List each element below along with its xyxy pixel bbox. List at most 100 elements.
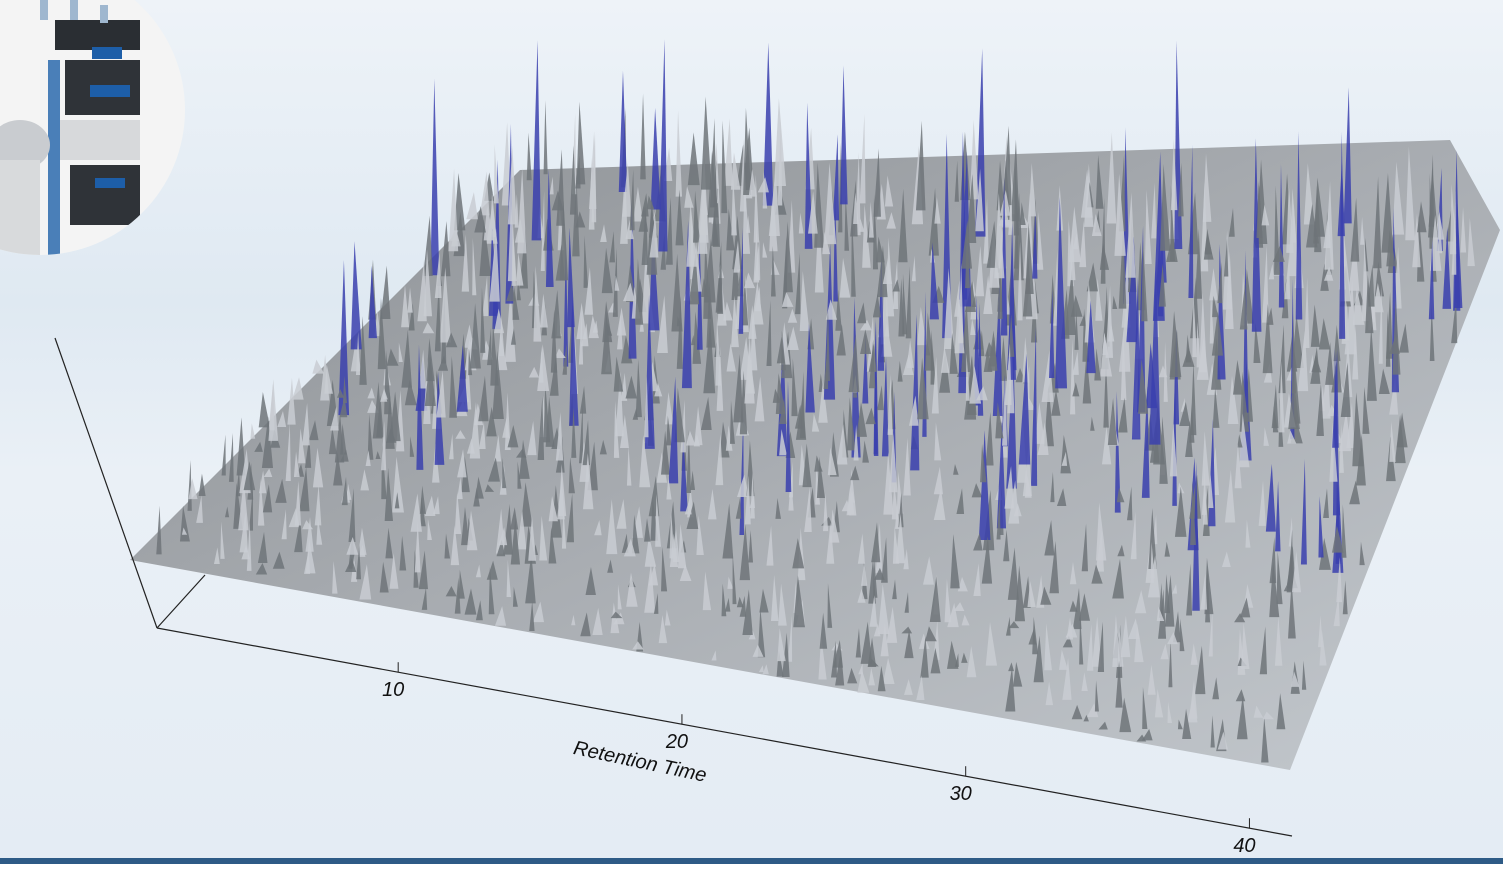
peak bbox=[527, 420, 537, 456]
peak bbox=[1013, 661, 1023, 687]
peak bbox=[633, 186, 643, 222]
peak bbox=[621, 533, 629, 553]
peak bbox=[1189, 679, 1198, 719]
peak bbox=[892, 259, 899, 310]
peak bbox=[487, 327, 492, 366]
peak bbox=[1210, 715, 1215, 748]
peak bbox=[1417, 201, 1427, 233]
peak bbox=[916, 675, 925, 700]
bottom-bar bbox=[0, 858, 1503, 864]
peak bbox=[243, 461, 256, 491]
peak bbox=[925, 626, 937, 642]
peak bbox=[923, 556, 934, 585]
peak bbox=[372, 381, 383, 439]
peak bbox=[1079, 314, 1086, 326]
peak bbox=[424, 355, 436, 407]
peak bbox=[1117, 544, 1125, 557]
peak bbox=[1286, 184, 1294, 253]
peak bbox=[533, 265, 542, 342]
peak bbox=[724, 597, 731, 612]
peak bbox=[579, 402, 584, 464]
peak bbox=[1120, 615, 1131, 658]
peak bbox=[483, 205, 495, 241]
peak bbox=[898, 188, 908, 263]
peak bbox=[1078, 593, 1091, 621]
peak bbox=[606, 499, 618, 555]
peak bbox=[1329, 422, 1338, 482]
peak bbox=[631, 514, 640, 554]
peak bbox=[727, 576, 734, 589]
peak bbox=[1237, 434, 1243, 448]
peak bbox=[1055, 196, 1068, 389]
peak bbox=[1262, 303, 1273, 374]
peak bbox=[953, 464, 959, 475]
peak bbox=[456, 345, 468, 412]
peak bbox=[823, 492, 829, 532]
peak bbox=[414, 521, 421, 573]
peak bbox=[1079, 614, 1084, 665]
peak bbox=[859, 113, 866, 204]
peak bbox=[1160, 643, 1169, 660]
peak bbox=[340, 449, 349, 462]
peak bbox=[1258, 480, 1266, 526]
peak bbox=[1114, 391, 1121, 513]
peak bbox=[557, 477, 565, 520]
peak bbox=[721, 583, 727, 617]
peak bbox=[1141, 386, 1150, 498]
peak bbox=[996, 496, 1001, 540]
peak bbox=[1274, 185, 1281, 275]
peak bbox=[858, 663, 863, 675]
peak bbox=[1126, 486, 1133, 521]
peak bbox=[519, 439, 530, 479]
peak bbox=[869, 595, 878, 627]
peak bbox=[722, 503, 734, 559]
peak bbox=[1083, 714, 1089, 722]
peak bbox=[1070, 295, 1083, 317]
peak bbox=[946, 640, 959, 669]
peak bbox=[580, 612, 591, 637]
peak bbox=[510, 517, 521, 565]
peak bbox=[686, 501, 699, 529]
peak bbox=[757, 177, 769, 193]
peak bbox=[1398, 323, 1409, 353]
peak bbox=[862, 335, 869, 404]
peak bbox=[793, 575, 805, 628]
peak bbox=[626, 446, 632, 486]
peak bbox=[1261, 245, 1269, 323]
x-tick-label: 20 bbox=[665, 731, 688, 753]
peak bbox=[1186, 563, 1193, 616]
peak bbox=[898, 493, 904, 528]
peak bbox=[1318, 615, 1323, 648]
peak bbox=[454, 490, 462, 534]
peak bbox=[700, 96, 712, 190]
peak bbox=[846, 397, 856, 451]
peak bbox=[626, 572, 638, 607]
peak bbox=[1159, 416, 1168, 484]
peak bbox=[338, 259, 350, 416]
peak bbox=[1286, 546, 1294, 593]
peak bbox=[551, 485, 562, 538]
peak bbox=[1032, 210, 1038, 279]
peak bbox=[1276, 551, 1283, 605]
peak bbox=[1115, 660, 1123, 708]
peak bbox=[1033, 635, 1044, 683]
peak bbox=[389, 553, 399, 589]
peak bbox=[1467, 217, 1475, 267]
peak bbox=[757, 608, 766, 658]
peak bbox=[588, 315, 599, 339]
peak bbox=[746, 215, 751, 233]
peak bbox=[410, 493, 422, 532]
peak bbox=[1185, 334, 1192, 363]
peak bbox=[804, 102, 813, 249]
peak bbox=[656, 295, 668, 354]
peak bbox=[1020, 202, 1026, 226]
peak bbox=[666, 476, 672, 500]
peak bbox=[888, 432, 898, 493]
peak bbox=[1027, 581, 1036, 607]
peak bbox=[1069, 206, 1081, 263]
peak bbox=[385, 527, 393, 559]
peak bbox=[1090, 416, 1095, 431]
peak bbox=[482, 275, 489, 317]
peak bbox=[575, 155, 581, 189]
peak bbox=[582, 453, 594, 510]
